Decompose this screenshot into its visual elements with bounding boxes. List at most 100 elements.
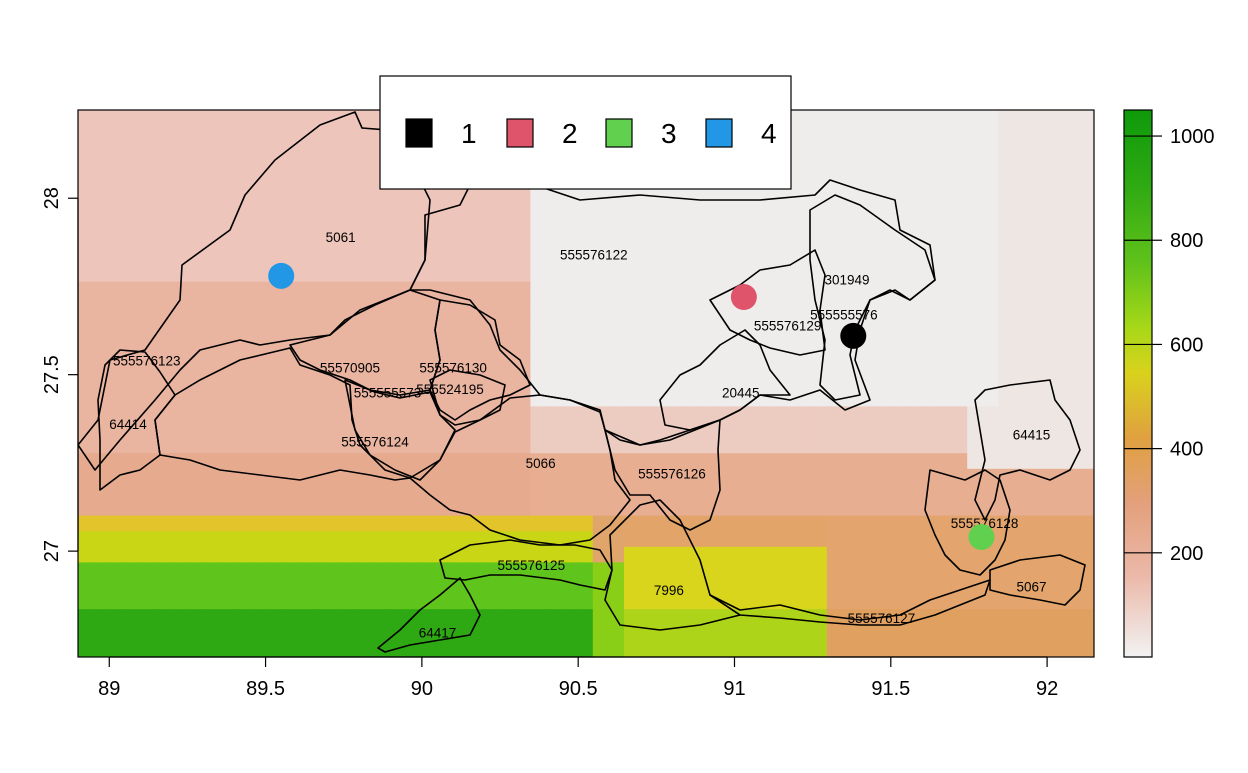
raster-cell <box>717 437 734 454</box>
raster-cell <box>249 203 266 220</box>
raster-cell <box>546 609 563 626</box>
raster-cell <box>483 375 500 392</box>
raster-cell <box>1029 624 1046 641</box>
raster-cell <box>592 531 609 548</box>
raster-cell <box>1092 172 1094 189</box>
raster-cell <box>452 250 469 267</box>
raster-cell <box>140 312 157 329</box>
raster-cell <box>358 515 375 532</box>
raster-cell <box>1060 328 1077 345</box>
raster-cell <box>670 562 687 579</box>
raster-cell <box>249 422 266 439</box>
raster-cell <box>93 437 110 454</box>
raster-cell <box>748 578 765 595</box>
raster-cell <box>811 250 828 267</box>
raster-cell <box>546 500 563 517</box>
raster-cell <box>390 531 407 548</box>
raster-cell <box>826 531 843 548</box>
raster-cell <box>780 500 797 517</box>
raster-cell <box>327 640 344 657</box>
raster-cell <box>78 437 95 454</box>
raster-cell <box>920 328 937 345</box>
raster-cell <box>405 453 422 470</box>
raster-cell <box>764 219 781 236</box>
raster-cell <box>811 219 828 236</box>
raster-cell <box>187 312 204 329</box>
raster-cell <box>483 484 500 501</box>
raster-cell <box>858 593 875 610</box>
raster-cell <box>670 297 687 314</box>
raster-cell <box>936 484 953 501</box>
raster-cell <box>702 484 719 501</box>
raster-cell <box>234 312 251 329</box>
raster-cell <box>702 562 719 579</box>
raster-cell <box>312 562 329 579</box>
raster-cell <box>187 406 204 423</box>
region-label: 555576125 <box>498 558 566 573</box>
raster-cell <box>343 328 360 345</box>
raster-cell <box>514 328 531 345</box>
raster-cell <box>280 640 297 657</box>
raster-cell <box>982 656 999 657</box>
raster-cell <box>218 281 235 298</box>
raster-cell <box>1045 593 1062 610</box>
raster-cell <box>1076 640 1093 657</box>
raster-cell <box>452 593 469 610</box>
raster-cell <box>514 546 531 563</box>
raster-cell <box>249 375 266 392</box>
raster-cell <box>187 328 204 345</box>
raster-cell <box>234 141 251 158</box>
raster-cell <box>358 624 375 641</box>
raster-cell <box>1076 656 1093 657</box>
raster-cell <box>358 250 375 267</box>
raster-cell <box>982 297 999 314</box>
raster-cell <box>436 219 453 236</box>
raster-cell <box>1060 578 1077 595</box>
raster-cell <box>171 640 188 657</box>
raster-cell <box>873 437 890 454</box>
raster-cell <box>936 281 953 298</box>
raster-cell <box>374 234 391 251</box>
raster-cell <box>109 656 126 657</box>
raster-cell <box>436 656 453 657</box>
raster-cell <box>218 250 235 267</box>
raster-cell <box>639 219 656 236</box>
raster-cell <box>624 468 641 485</box>
raster-cell <box>842 562 859 579</box>
raster-cell <box>998 281 1015 298</box>
raster-cell <box>156 375 173 392</box>
raster-cell <box>764 624 781 641</box>
raster-cell <box>577 531 594 548</box>
raster-cell <box>1014 234 1031 251</box>
raster-cell <box>982 453 999 470</box>
raster-cell <box>234 500 251 517</box>
raster-cell <box>1014 344 1031 361</box>
legend-label-4: 4 <box>761 118 777 149</box>
raster-cell <box>78 624 95 641</box>
raster-cell <box>1029 422 1046 439</box>
raster-cell <box>1092 484 1094 501</box>
raster-cell <box>1092 578 1094 595</box>
raster-cell <box>858 344 875 361</box>
raster-cell <box>951 110 968 127</box>
raster-cell <box>358 468 375 485</box>
raster-cell <box>109 110 126 127</box>
raster-cell <box>280 624 297 641</box>
raster-cell <box>951 453 968 470</box>
raster-cell <box>795 234 812 251</box>
raster-cell <box>218 375 235 392</box>
raster-cell <box>405 437 422 454</box>
raster-cell <box>187 390 204 407</box>
raster-cell <box>998 141 1015 158</box>
raster-cell <box>296 110 313 127</box>
raster-cell <box>842 281 859 298</box>
raster-cell <box>1029 500 1046 517</box>
raster-cell <box>1014 266 1031 283</box>
raster-cell <box>530 515 547 532</box>
raster-cell <box>405 546 422 563</box>
raster-cell <box>608 500 625 517</box>
raster-cell <box>670 312 687 329</box>
raster-cell <box>483 203 500 220</box>
raster-cell <box>140 468 157 485</box>
raster-cell <box>1060 344 1077 361</box>
